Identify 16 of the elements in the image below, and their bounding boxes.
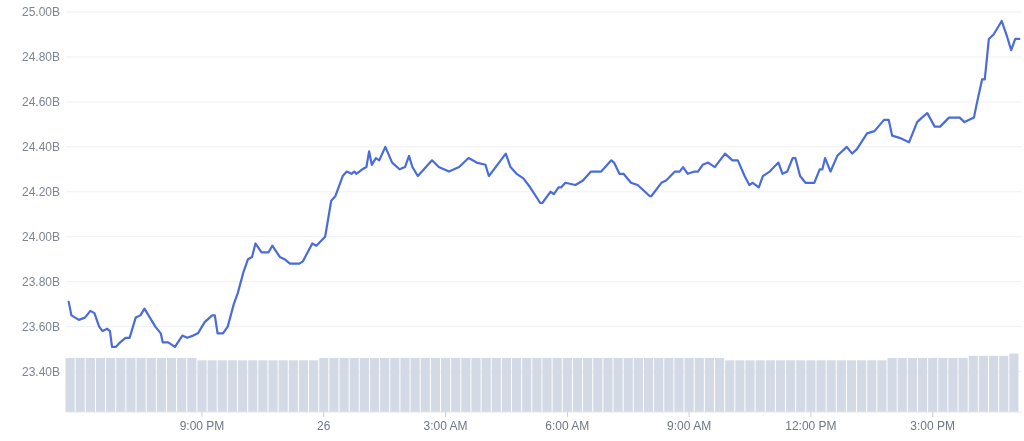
x-tick-label: 26 [317, 419, 331, 433]
y-tick-label: 24.20B [21, 184, 60, 199]
x-tick-label: 3:00 AM [423, 419, 468, 433]
y-tick-label: 23.80B [21, 274, 60, 289]
y-tick-label: 24.00B [21, 229, 60, 244]
x-tick-label: 9:00 PM [179, 419, 225, 433]
y-tick-label: 25.00B [21, 5, 60, 20]
y-tick-label: 23.60B [21, 319, 60, 334]
y-tick-label: 24.40B [21, 140, 60, 155]
y-tick-label: 23.40B [21, 364, 60, 379]
y-tick-label: 24.80B [21, 50, 60, 65]
x-tick-label: 12:00 PM [785, 419, 837, 433]
y-tick-label: 24.60B [21, 95, 60, 110]
x-tick-label: 6:00 AM [545, 419, 590, 433]
x-tick-label: 3:00 PM [910, 419, 956, 433]
x-tick-label: 9:00 AM [667, 419, 712, 433]
